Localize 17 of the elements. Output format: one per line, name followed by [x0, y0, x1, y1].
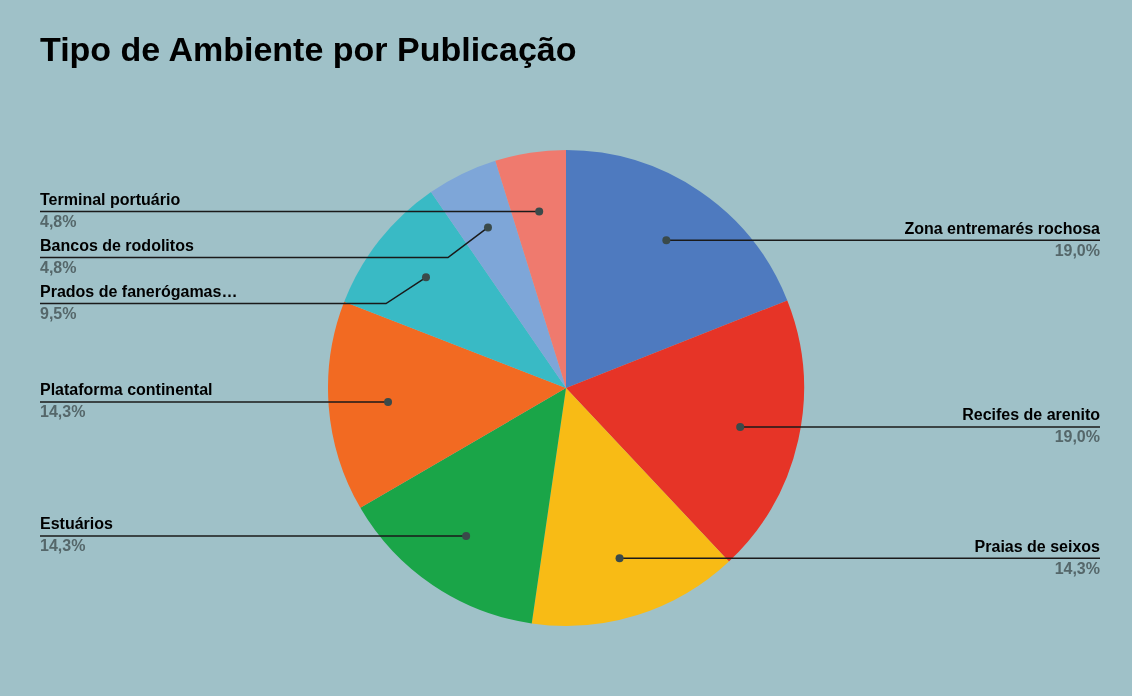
data-label: 9,5% — [40, 304, 77, 322]
data-label: 14,3% — [40, 403, 86, 421]
slice-label: Recifes de arenito — [962, 406, 1101, 424]
slice-label: Zona entremarés rochosa — [904, 219, 1101, 237]
data-label: 14,3% — [1054, 559, 1100, 577]
slice-label: Estuários — [40, 515, 114, 533]
data-label: 4,8% — [40, 258, 77, 276]
data-label: 19,0% — [1054, 428, 1100, 446]
slice-label: Prados de fanerógamas… — [40, 282, 238, 300]
slice-label: Bancos de rodolitos — [40, 236, 194, 254]
data-label: 19,0% — [1054, 241, 1100, 259]
data-label: 4,8% — [40, 212, 77, 230]
slice-label: Terminal portuário — [40, 190, 181, 208]
slice-label: Plataforma continental — [40, 381, 213, 399]
slice-label: Praias de seixos — [974, 537, 1101, 555]
data-label: 14,3% — [40, 537, 86, 555]
chart-title: Tipo de Ambiente por Publicação — [40, 30, 577, 69]
